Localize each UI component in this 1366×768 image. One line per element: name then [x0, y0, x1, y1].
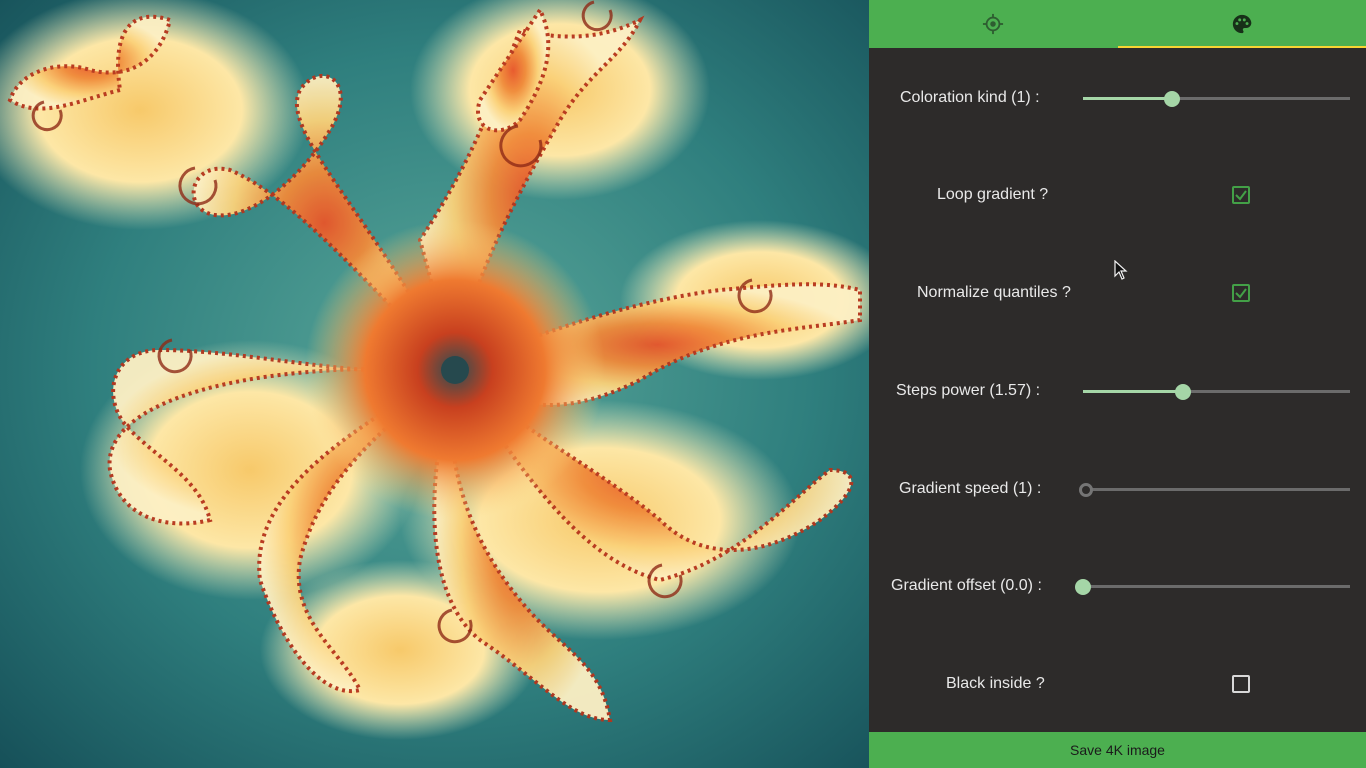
coloration-kind-label: Coloration kind (1) : — [900, 89, 1040, 106]
slider-fill — [1083, 97, 1172, 100]
mouse-cursor-icon — [1114, 260, 1128, 280]
gradient-offset-slider[interactable] — [1075, 566, 1350, 606]
steps-power-slider[interactable] — [1083, 371, 1350, 411]
gradient-speed-label: Gradient speed (1) : — [899, 480, 1042, 497]
loop-gradient-checkbox[interactable] — [1232, 186, 1250, 204]
steps-power-label: Steps power (1.57) : — [896, 382, 1041, 399]
settings-panel: Coloration kind (1) : Loop gradient ? No… — [869, 0, 1366, 768]
black-inside-checkbox[interactable] — [1232, 675, 1250, 693]
slider-track — [1083, 390, 1350, 393]
steps-power-row: Steps power (1.57) : — [869, 371, 1366, 411]
fractal-viewport[interactable] — [0, 0, 869, 768]
gradient-offset-row: Gradient offset (0.0) : — [869, 566, 1366, 606]
slider-track — [1083, 97, 1350, 100]
crosshair-icon — [982, 13, 1004, 35]
fractal-image — [0, 0, 869, 768]
loop-gradient-label: Loop gradient ? — [937, 186, 1049, 203]
check-icon — [1235, 190, 1247, 201]
slider-thumb[interactable] — [1079, 483, 1093, 497]
slider-thumb[interactable] — [1164, 91, 1180, 107]
coloration-kind-row: Coloration kind (1) : — [869, 78, 1366, 118]
normalize-quantiles-checkbox[interactable] — [1232, 284, 1250, 302]
palette-icon — [1232, 14, 1252, 34]
slider-fill — [1083, 390, 1183, 393]
slider-track — [1083, 585, 1350, 588]
tab-bar — [869, 0, 1366, 48]
normalize-quantiles-label: Normalize quantiles ? — [917, 284, 1071, 301]
slider-thumb[interactable] — [1175, 384, 1191, 400]
check-icon — [1235, 288, 1247, 299]
normalize-quantiles-row: Normalize quantiles ? — [869, 273, 1366, 313]
gradient-offset-label: Gradient offset (0.0) : — [891, 577, 1042, 594]
black-inside-label: Black inside ? — [946, 675, 1045, 692]
tab-coloration[interactable] — [1118, 0, 1366, 48]
slider-track — [1083, 488, 1350, 491]
coloration-kind-slider[interactable] — [1083, 78, 1350, 118]
save-4k-image-button[interactable]: Save 4K image — [869, 732, 1366, 768]
gradient-speed-row: Gradient speed (1) : — [869, 469, 1366, 509]
slider-thumb[interactable] — [1075, 579, 1091, 595]
tab-position[interactable] — [869, 0, 1117, 48]
black-inside-row: Black inside ? — [869, 664, 1366, 704]
gradient-speed-slider[interactable] — [1079, 469, 1350, 509]
loop-gradient-row: Loop gradient ? — [869, 175, 1366, 215]
